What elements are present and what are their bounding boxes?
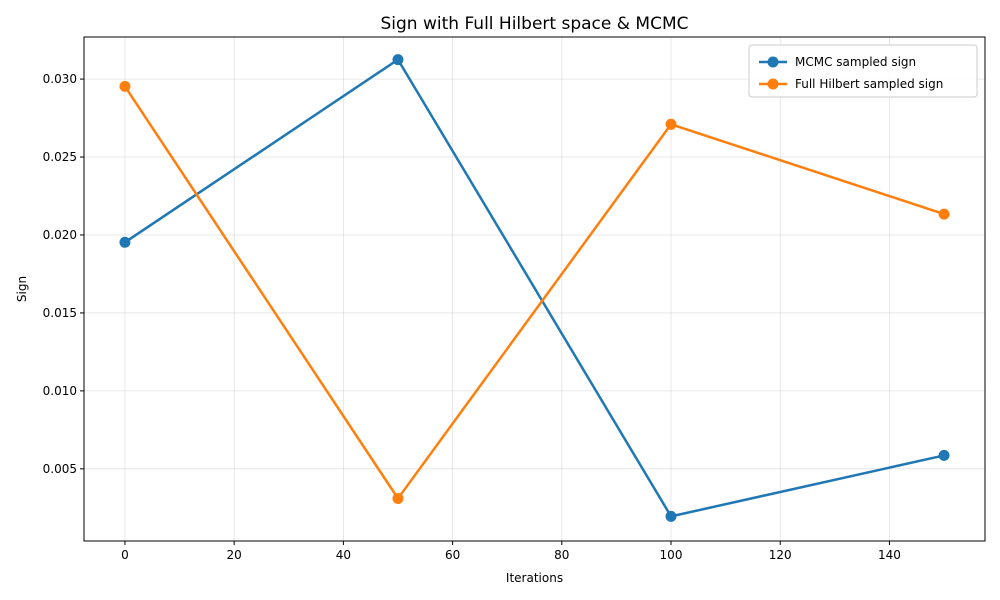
x-tick-label: 40 [336, 548, 351, 562]
x-tick-label: 20 [227, 548, 242, 562]
axis-ticks: 0 20 40 60 80 100 120 140 0.005 0.010 0.015 0.020 0.… [43, 72, 901, 562]
legend: MCMC sampled sign Full Hilbert sampled si… [748, 44, 978, 98]
y-tick-label: 0.030 [43, 72, 77, 86]
y-tick-label: 0.015 [43, 306, 77, 320]
y-tick-label: 0.025 [43, 150, 77, 164]
series-2 [119, 80, 950, 504]
data-point [938, 449, 950, 461]
legend-label: Full Hilbert sampled sign [795, 77, 943, 91]
legend-label: MCMC sampled sign [795, 55, 916, 69]
x-axis-label: Iterations [506, 571, 563, 585]
x-tick-label: 140 [878, 548, 901, 562]
data-point [392, 492, 404, 504]
chart-title: Sign with Full Hilbert space & MCMC [381, 14, 689, 34]
legend-swatch-marker [767, 56, 779, 68]
data-point [119, 80, 131, 92]
data-point [119, 236, 131, 248]
series-line [123, 85, 945, 500]
legend-item: Full Hilbert sampled sign [759, 77, 943, 91]
series-1 [119, 54, 950, 522]
y-axis-label: Sign [15, 276, 29, 302]
series-layer [119, 54, 950, 522]
data-point [665, 510, 677, 522]
legend-item: MCMC sampled sign [759, 55, 916, 69]
y-tick-label: 0.020 [43, 228, 77, 242]
x-tick-label: 80 [554, 548, 569, 562]
legend-swatch-marker [767, 78, 779, 90]
x-tick-label: 0 [121, 548, 129, 562]
y-tick-label: 0.010 [43, 384, 77, 398]
y-tick-label: 0.005 [43, 462, 77, 476]
data-point [392, 54, 404, 66]
x-tick-label: 60 [445, 548, 460, 562]
data-point [665, 118, 677, 130]
data-point [938, 208, 950, 220]
x-tick-label: 120 [769, 548, 792, 562]
series-line [124, 58, 945, 518]
x-tick-label: 100 [660, 548, 683, 562]
legend-box [748, 44, 978, 98]
plot-frame [83, 36, 986, 542]
